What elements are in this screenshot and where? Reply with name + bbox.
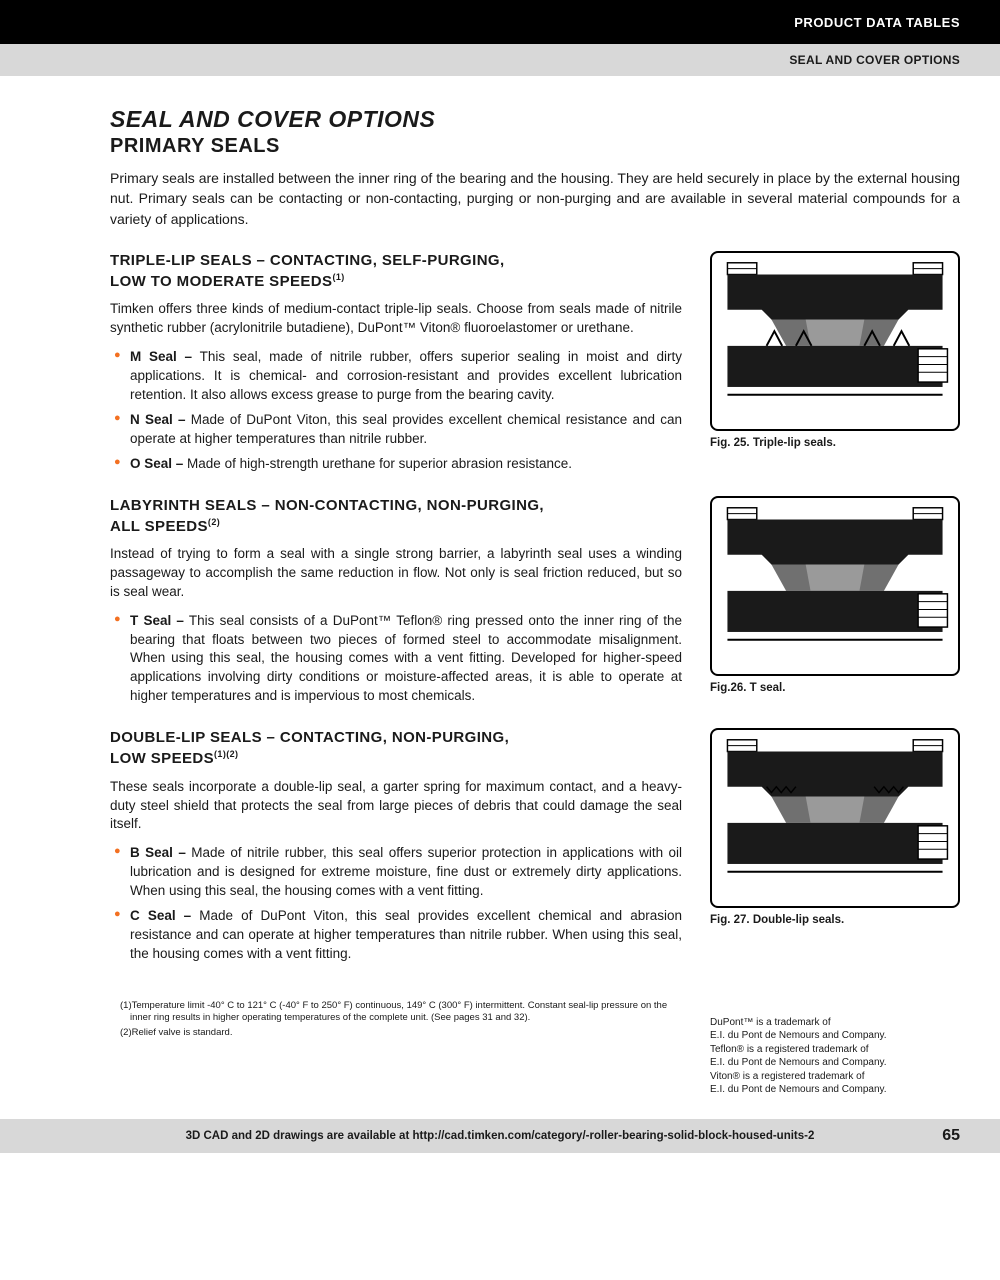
- section-right: Fig. 25. Triple-lip seals.: [710, 251, 960, 496]
- section-heading: LABYRINTH SEALS – NON-CONTACTING, NON-PU…: [110, 496, 682, 538]
- section-left: DOUBLE-LIP SEALS – CONTACTING, NON-PURGI…: [110, 728, 682, 986]
- header-black-label: PRODUCT DATA TABLES: [794, 15, 960, 30]
- figure: Fig. 27. Double-lip seals.: [710, 728, 960, 926]
- bullet-item: N Seal – Made of DuPont Viton, this seal…: [110, 411, 682, 449]
- section-body: Instead of trying to form a seal with a …: [110, 545, 682, 602]
- page-root: PRODUCT DATA TABLES SEAL AND COVER OPTIO…: [0, 0, 1000, 1153]
- footer-text: 3D CAD and 2D drawings are available at …: [186, 1130, 815, 1142]
- figure-caption: Fig.26. T seal.: [710, 682, 960, 694]
- bullet-item: T Seal – This seal consists of a DuPont™…: [110, 612, 682, 706]
- header-gray-label: SEAL AND COVER OPTIONS: [789, 53, 960, 67]
- section-right: Fig.26. T seal.: [710, 496, 960, 729]
- intro-paragraph: Primary seals are installed between the …: [110, 168, 960, 229]
- section-row: LABYRINTH SEALS – NON-CONTACTING, NON-PU…: [110, 496, 960, 729]
- sub-title: PRIMARY SEALS: [110, 135, 960, 158]
- section-heading: TRIPLE-LIP SEALS – CONTACTING, SELF-PURG…: [110, 251, 682, 293]
- section-row: TRIPLE-LIP SEALS – CONTACTING, SELF-PURG…: [110, 251, 960, 496]
- bullet-list: M Seal – This seal, made of nitrile rubb…: [110, 348, 682, 473]
- footer-bar: 3D CAD and 2D drawings are available at …: [0, 1119, 1000, 1153]
- section-left: TRIPLE-LIP SEALS – CONTACTING, SELF-PURG…: [110, 251, 682, 496]
- figure-diagram: [710, 728, 960, 908]
- main-title: SEAL AND COVER OPTIONS: [110, 106, 960, 133]
- section-left: LABYRINTH SEALS – NON-CONTACTING, NON-PU…: [110, 496, 682, 729]
- section-body: These seals incorporate a double-lip sea…: [110, 778, 682, 835]
- section-body: Timken offers three kinds of medium-cont…: [110, 300, 682, 338]
- figure: Fig. 25. Triple-lip seals.: [710, 251, 960, 449]
- content-area: SEAL AND COVER OPTIONS PRIMARY SEALS Pri…: [0, 76, 1000, 1097]
- header-gray-bar: SEAL AND COVER OPTIONS: [0, 44, 1000, 76]
- page-number: 65: [942, 1127, 960, 1145]
- bullet-list: T Seal – This seal consists of a DuPont™…: [110, 612, 682, 706]
- section-row: DOUBLE-LIP SEALS – CONTACTING, NON-PURGI…: [110, 728, 960, 986]
- sections-container: TRIPLE-LIP SEALS – CONTACTING, SELF-PURG…: [110, 251, 960, 986]
- header-black-bar: PRODUCT DATA TABLES: [0, 0, 1000, 44]
- figure: Fig.26. T seal.: [710, 496, 960, 694]
- trademark-note: DuPont™ is a trademark of E.I. du Pont d…: [710, 1016, 960, 1097]
- section-heading: DOUBLE-LIP SEALS – CONTACTING, NON-PURGI…: [110, 728, 682, 770]
- section-right: Fig. 27. Double-lip seals.: [710, 728, 960, 986]
- figure-diagram: [710, 251, 960, 431]
- figure-diagram: [710, 496, 960, 676]
- bullet-item: C Seal – Made of DuPont Viton, this seal…: [110, 907, 682, 964]
- footnote-2: (2)Relief valve is standard.: [120, 1027, 682, 1040]
- bullet-list: B Seal – Made of nitrile rubber, this se…: [110, 844, 682, 963]
- bullet-item: B Seal – Made of nitrile rubber, this se…: [110, 844, 682, 901]
- footnote-1: (1)Temperature limit -40° C to 121° C (-…: [120, 1000, 682, 1026]
- bullet-item: O Seal – Made of high-strength urethane …: [110, 455, 682, 474]
- footnotes: (1)Temperature limit -40° C to 121° C (-…: [110, 1000, 682, 1042]
- bullet-item: M Seal – This seal, made of nitrile rubb…: [110, 348, 682, 405]
- figure-caption: Fig. 25. Triple-lip seals.: [710, 437, 960, 449]
- figure-caption: Fig. 27. Double-lip seals.: [710, 914, 960, 926]
